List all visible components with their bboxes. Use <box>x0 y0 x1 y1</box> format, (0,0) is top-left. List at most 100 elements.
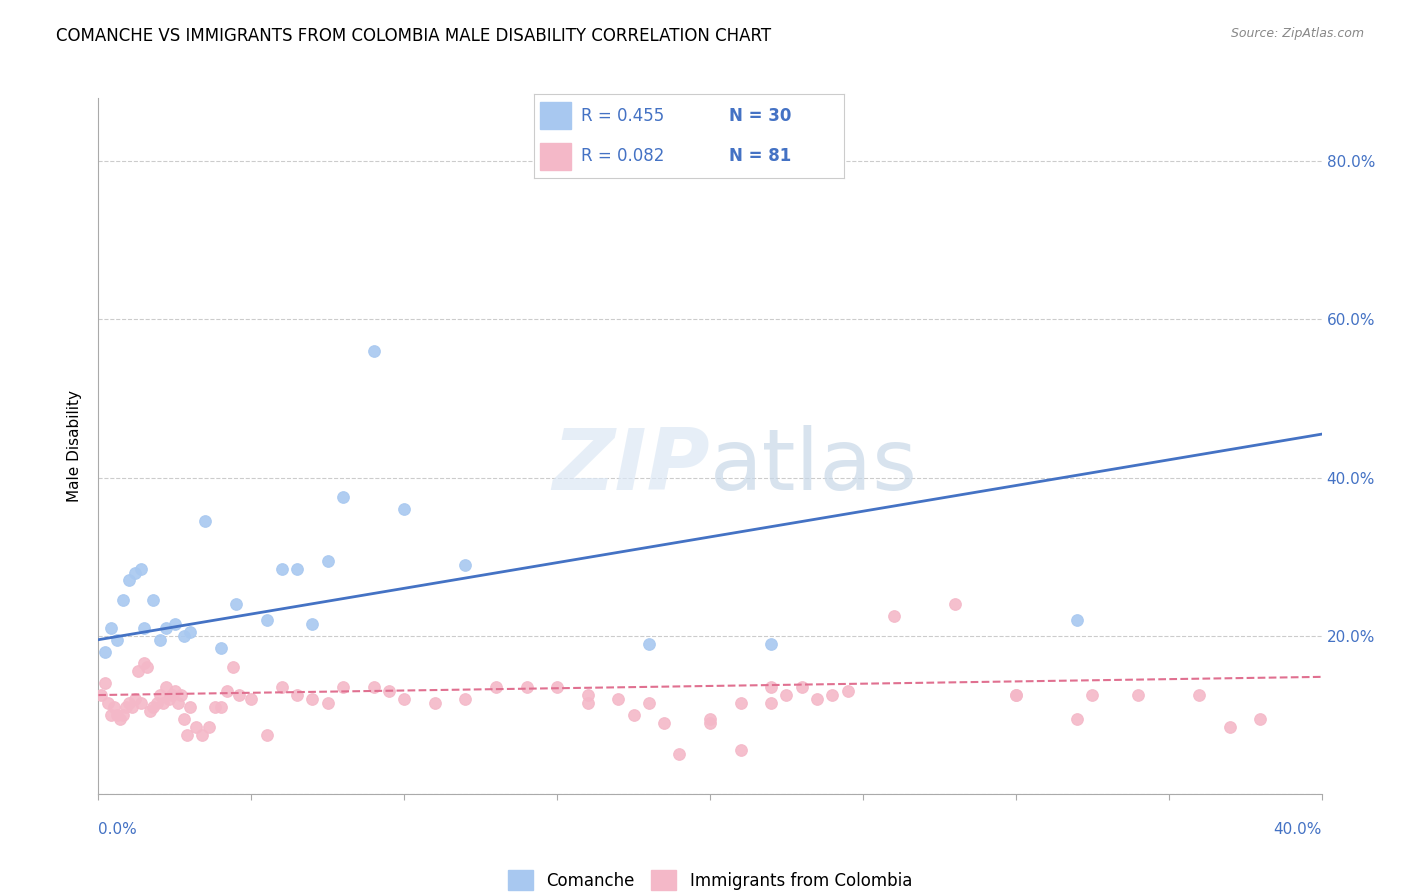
Point <box>134 621 156 635</box>
Point <box>363 680 385 694</box>
Point <box>93 676 115 690</box>
Point <box>225 597 247 611</box>
Point <box>759 680 782 694</box>
Point <box>270 680 292 694</box>
Point <box>222 660 245 674</box>
Text: 40.0%: 40.0% <box>1274 822 1322 837</box>
Point <box>155 621 177 635</box>
Point <box>118 574 141 588</box>
Point <box>191 728 214 742</box>
Point <box>1219 720 1241 734</box>
Point <box>105 707 128 722</box>
Text: 0.0%: 0.0% <box>98 822 138 837</box>
Point <box>111 707 134 722</box>
Point <box>821 688 844 702</box>
Point <box>1249 712 1271 726</box>
Text: R = 0.455: R = 0.455 <box>581 107 664 125</box>
Point <box>240 692 263 706</box>
Text: N = 81: N = 81 <box>730 147 792 165</box>
Point <box>142 699 165 714</box>
Point <box>124 692 146 706</box>
Point <box>392 692 416 706</box>
Point <box>775 688 797 702</box>
Point <box>93 644 115 658</box>
Point <box>228 688 250 702</box>
Point <box>516 680 538 694</box>
Bar <box>540 143 571 169</box>
Point <box>118 696 141 710</box>
Point <box>790 680 813 694</box>
Point <box>142 593 165 607</box>
Point <box>90 688 112 702</box>
Point <box>105 632 128 647</box>
Point <box>186 720 208 734</box>
Point <box>149 632 172 647</box>
Point <box>623 707 645 722</box>
Point <box>100 621 122 635</box>
Point <box>97 696 120 710</box>
Text: R = 0.082: R = 0.082 <box>581 147 664 165</box>
Point <box>204 699 226 714</box>
Text: ZIP: ZIP <box>553 425 710 508</box>
Text: COMANCHE VS IMMIGRANTS FROM COLOMBIA MALE DISABILITY CORRELATION CHART: COMANCHE VS IMMIGRANTS FROM COLOMBIA MAL… <box>56 27 772 45</box>
Point <box>285 688 308 702</box>
Point <box>423 696 446 710</box>
Legend: Comanche, Immigrants from Colombia: Comanche, Immigrants from Colombia <box>502 863 918 892</box>
Point <box>115 699 138 714</box>
Point <box>576 688 599 702</box>
Point <box>167 696 190 710</box>
Point <box>316 696 339 710</box>
Point <box>454 692 477 706</box>
Point <box>136 660 159 674</box>
Point <box>100 707 122 722</box>
Point <box>652 715 675 730</box>
Point <box>759 637 782 651</box>
Point <box>194 514 217 528</box>
Point <box>285 561 308 575</box>
Point <box>316 554 339 568</box>
Point <box>1004 688 1026 702</box>
Point <box>111 593 134 607</box>
Point <box>129 696 152 710</box>
Point <box>155 680 177 694</box>
Point <box>256 613 278 627</box>
Point <box>1128 688 1150 702</box>
Point <box>332 680 354 694</box>
Point <box>943 597 966 611</box>
Text: Source: ZipAtlas.com: Source: ZipAtlas.com <box>1230 27 1364 40</box>
Point <box>1188 688 1211 702</box>
Point <box>170 688 193 702</box>
Point <box>759 696 782 710</box>
Point <box>163 616 186 631</box>
Point <box>1066 712 1088 726</box>
Point <box>152 696 174 710</box>
Point <box>301 692 323 706</box>
Bar <box>540 103 571 129</box>
Point <box>157 692 180 706</box>
Point <box>806 692 828 706</box>
Point <box>837 684 859 698</box>
Point <box>270 561 292 575</box>
Point <box>607 692 630 706</box>
Point <box>454 558 477 572</box>
Point <box>256 728 278 742</box>
Point <box>179 624 201 639</box>
Point <box>176 728 198 742</box>
Point <box>1066 613 1088 627</box>
Point <box>127 665 149 679</box>
Point <box>1081 688 1104 702</box>
Point <box>301 616 323 631</box>
Point <box>108 712 131 726</box>
Point <box>392 502 416 516</box>
Point <box>1004 688 1026 702</box>
Point <box>637 696 661 710</box>
Y-axis label: Male Disability: Male Disability <box>67 390 83 502</box>
Point <box>730 743 752 757</box>
Point <box>215 684 238 698</box>
Point <box>163 684 186 698</box>
Point <box>699 715 721 730</box>
Point <box>730 696 752 710</box>
Point <box>173 629 195 643</box>
Point <box>363 344 385 359</box>
Point <box>883 609 905 624</box>
